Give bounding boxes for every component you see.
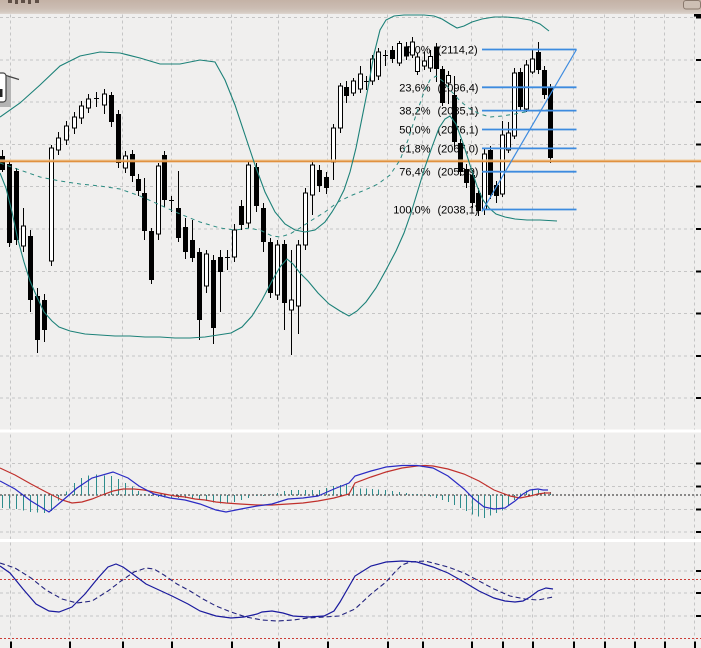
svg-text:(2114,2): (2114,2) xyxy=(438,45,478,57)
svg-text:76,4%: 76,4% xyxy=(399,167,430,179)
svg-text:23,6%: 23,6% xyxy=(399,82,430,94)
svg-text:(2085,1): (2085,1) xyxy=(438,106,479,118)
svg-text:(2096,4): (2096,4) xyxy=(438,82,479,94)
svg-text:38,2%: 38,2% xyxy=(399,106,430,118)
svg-text:(2038,1): (2038,1) xyxy=(438,205,479,217)
svg-text:50,0%: 50,0% xyxy=(399,125,430,137)
svg-text:61,8%: 61,8% xyxy=(399,143,430,155)
svg-text:(2067,0): (2067,0) xyxy=(438,143,479,155)
svg-text:0,0%: 0,0% xyxy=(405,45,430,57)
